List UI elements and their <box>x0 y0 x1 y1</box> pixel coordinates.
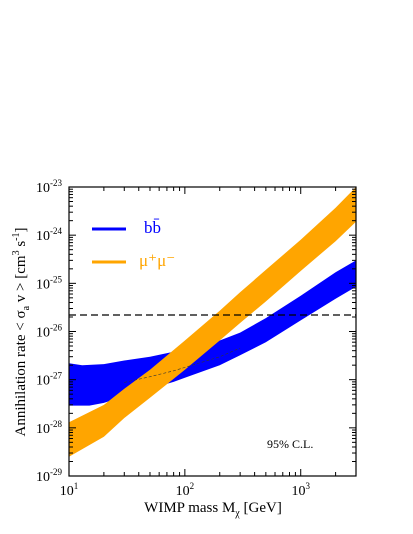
band-bb <box>69 260 356 406</box>
y-tick-label: 10-28 <box>36 419 62 437</box>
y-tick-label: 10-25 <box>36 274 62 292</box>
y-axis-title-mid2: s <box>13 241 29 251</box>
x-axis-title-sub: χ <box>234 508 240 519</box>
x-axis-ticks: 101 102 103 <box>60 187 357 499</box>
band-bb-trace <box>124 347 241 383</box>
y-axis-title-sup2: -1 <box>11 232 22 240</box>
y-tick-label: 10-26 <box>36 323 62 341</box>
band-mumu <box>69 187 356 457</box>
y-tick-label: 10-29 <box>36 467 62 485</box>
y-axis-ticks: 10-29 10-28 10-27 10-26 10-25 10-24 10-23 <box>36 178 356 485</box>
x-tick-label: 102 <box>176 481 195 499</box>
legend-label-bb: bb̄ <box>144 218 161 237</box>
y-axis-title-main: Annihilation rate < σ <box>13 310 29 436</box>
y-axis-title-sub: a <box>21 305 32 310</box>
confidence-level-annotation: 95% C.L. <box>267 437 313 451</box>
y-tick-label: 10-27 <box>36 371 62 389</box>
x-axis-title: WIMP mass Mχ [GeV] <box>144 500 282 519</box>
y-axis-title-mid: v > [cm <box>13 255 29 306</box>
x-axis-title-main: WIMP mass M <box>144 500 235 516</box>
y-axis-title-end: ] <box>13 227 29 232</box>
y-tick-label: 10-24 <box>36 226 62 244</box>
x-axis-title-unit: [GeV] <box>240 500 282 516</box>
legend-label-mumu: μ⁺μ⁻ <box>139 251 175 270</box>
x-tick-label: 101 <box>60 481 79 499</box>
y-tick-label: 10-23 <box>36 178 62 196</box>
legend: bb̄ μ⁺μ⁻ <box>92 218 175 270</box>
y-axis-title-sup1: 3 <box>11 250 22 255</box>
series-bands <box>69 187 356 457</box>
x-tick-label: 103 <box>291 481 310 499</box>
y-axis-title: Annihilation rate < σa v > [cm3 s-1] <box>11 227 32 436</box>
